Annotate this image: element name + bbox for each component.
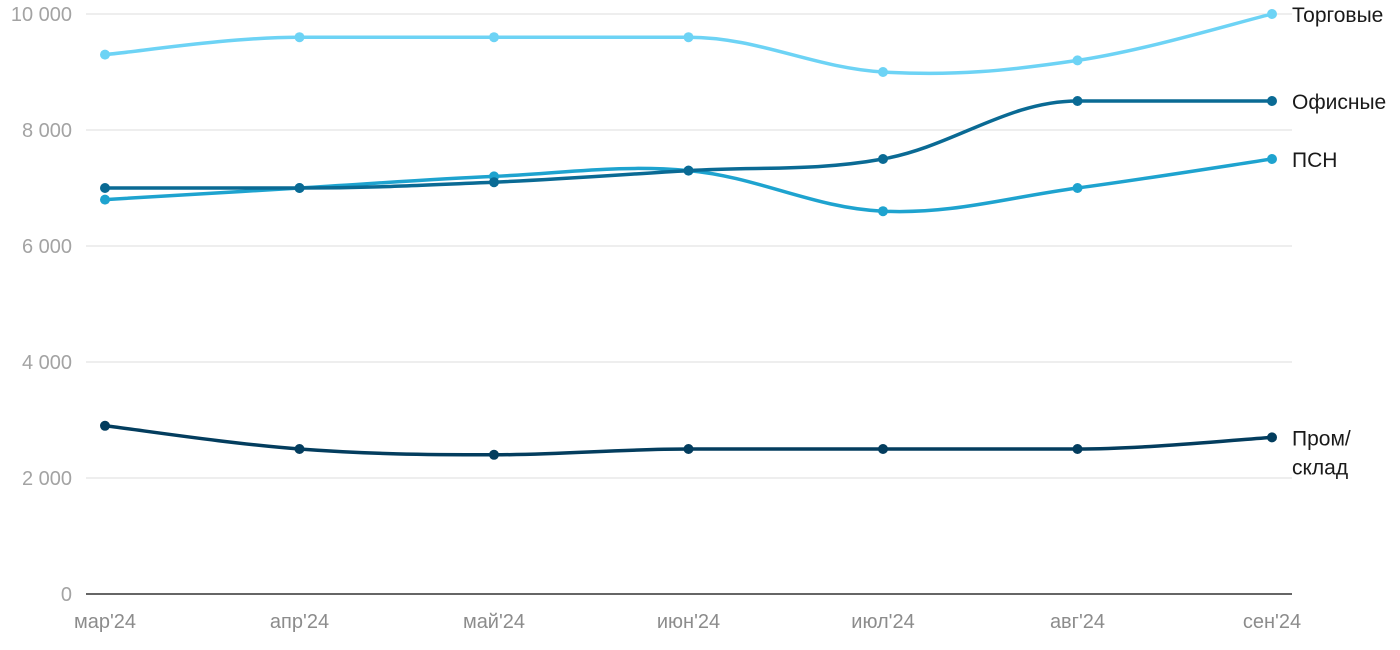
y-tick-label: 4 000 (22, 352, 72, 374)
series-label-line: ПСН (1292, 149, 1337, 172)
grid-lines (86, 13, 1292, 479)
data-point (489, 177, 499, 188)
series-label-line: склад (1292, 456, 1348, 479)
x-tick-label: июн'24 (657, 611, 720, 633)
data-point (1267, 432, 1277, 443)
y-tick-label: 0 (61, 584, 72, 606)
series-label-line: Торговые (1292, 4, 1383, 27)
series-label: ПСН (1292, 149, 1337, 172)
data-point (1267, 96, 1277, 106)
data-point (100, 420, 110, 431)
data-point (1072, 444, 1083, 454)
series-label: Торговые (1292, 4, 1383, 27)
data-point (1072, 55, 1083, 66)
data-point (878, 444, 888, 454)
data-point (878, 206, 888, 217)
data-point (878, 154, 888, 164)
series-label: Офисные (1292, 91, 1386, 114)
data-point (489, 32, 499, 43)
y-tick-label: 8 000 (22, 120, 72, 142)
x-tick-label: май'24 (463, 611, 525, 633)
data-point (878, 67, 888, 77)
data-point (294, 183, 305, 193)
series-label: Пром/склад (1292, 427, 1351, 479)
series (100, 9, 1277, 460)
y-tick-label: 10 000 (11, 4, 72, 26)
data-point (683, 444, 694, 454)
data-point (1072, 96, 1083, 106)
series-2 (100, 154, 1277, 217)
y-tick-label: 2 000 (22, 468, 72, 490)
data-point (1072, 183, 1083, 193)
series-labels: Торговые ПСН Офисные Пром/склад (1292, 4, 1386, 479)
series-1 (100, 96, 1277, 193)
data-point (294, 32, 305, 43)
x-tick-label: сен'24 (1243, 611, 1301, 633)
series-3 (100, 420, 1277, 460)
x-tick-label: апр'24 (270, 611, 329, 633)
series-0 (100, 9, 1277, 77)
data-point (489, 449, 499, 460)
data-point (100, 183, 110, 193)
data-point (683, 165, 694, 176)
data-point (100, 49, 110, 60)
series-label-line: Пром/ (1292, 427, 1351, 450)
series-line (103, 12, 1274, 76)
data-point (100, 194, 110, 205)
y-axis-ticks: 0 2 000 4 000 6 000 8 000 10 000 (11, 4, 72, 606)
x-tick-label: июл'24 (851, 611, 914, 633)
data-point (1267, 9, 1277, 19)
y-tick-label: 6 000 (22, 236, 72, 258)
x-tick-label: авг'24 (1050, 611, 1105, 633)
x-axis-ticks: мар'24 апр'24 май'24 июн'24 июл'24 авг'24 сен'… (74, 611, 1301, 633)
data-point (294, 444, 305, 454)
series-label-line: Офисные (1292, 91, 1386, 114)
data-point (683, 32, 694, 43)
data-point (1267, 154, 1277, 164)
x-tick-label: мар'24 (74, 611, 136, 633)
